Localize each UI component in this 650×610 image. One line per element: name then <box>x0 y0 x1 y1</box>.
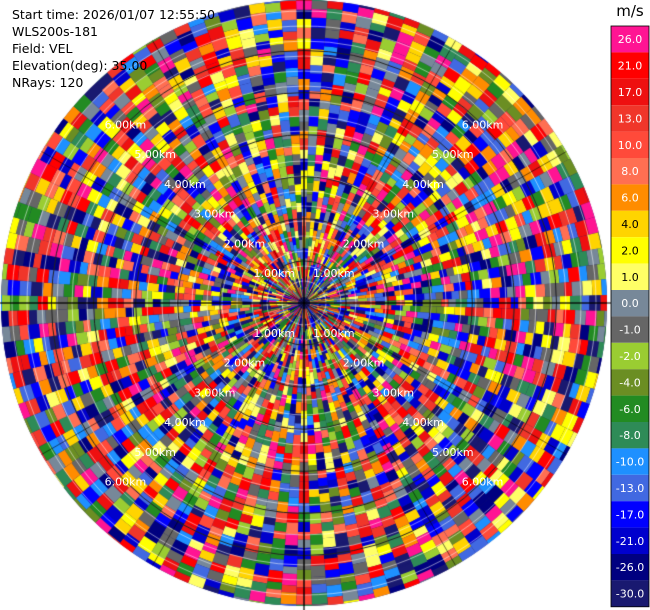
range-ring-label: 2.00km <box>224 237 266 250</box>
colorbar-tick-label: 10.0 <box>618 139 643 152</box>
colorbar-tick-label: 0.0 <box>621 297 639 310</box>
range-ring-label: 5.00km <box>432 446 474 459</box>
range-ring-label: 2.00km <box>343 237 385 250</box>
colorbar-swatch <box>611 237 649 264</box>
colorbar-tick-label: -8.0 <box>619 429 640 442</box>
elevation-label: Elevation(deg): 35.00 <box>12 58 148 73</box>
range-ring-label: 3.00km <box>372 386 414 399</box>
colorbar-swatch <box>611 448 649 475</box>
range-ring-label: 6.00km <box>105 476 147 489</box>
colorbar-tick-label: 26.0 <box>618 33 643 46</box>
nrays-label: NRays: 120 <box>12 75 84 90</box>
instrument-label: WLS200s-181 <box>12 24 98 39</box>
colorbar-tick-label: 4.0 <box>621 218 639 231</box>
colorbar-swatch <box>611 316 649 343</box>
colorbar-tick-label: -6.0 <box>619 403 640 416</box>
start-time-label: Start time: 2026/01/07 12:55:50 <box>12 7 216 22</box>
colorbar-swatch <box>611 158 649 185</box>
colorbar-swatch <box>611 474 649 502</box>
range-ring-label: 5.00km <box>432 148 474 161</box>
range-ring-label: 4.00km <box>402 416 444 429</box>
range-ring-label: 1.00km <box>313 327 355 340</box>
colorbar-tick-label: 2.0 <box>621 244 639 257</box>
range-ring-label: 1.00km <box>313 267 355 280</box>
colorbar-tick-label: -1.0 <box>619 324 640 337</box>
range-ring-label: 2.00km <box>343 357 385 370</box>
colorbar-tick-label: 21.0 <box>618 60 643 73</box>
colorbar-tick-label: 17.0 <box>618 86 643 99</box>
range-ring-label: 1.00km <box>253 267 295 280</box>
colorbar-tick-label: 13.0 <box>618 112 643 125</box>
range-ring-label: 6.00km <box>105 118 147 131</box>
colorbar-unit-label: m/s <box>616 2 644 20</box>
range-ring-label: 4.00km <box>164 416 206 429</box>
range-ring-label: 3.00km <box>372 208 414 221</box>
colorbar-tick-label: -26.0 <box>616 561 644 574</box>
colorbar-tick-label: 6.0 <box>621 192 639 205</box>
colorbar-swatch <box>611 369 649 396</box>
colorbar-swatch <box>611 580 649 607</box>
colorbar-swatch <box>611 395 649 422</box>
colorbar-swatch <box>611 210 649 238</box>
range-ring-label: 1.00km <box>253 327 295 340</box>
range-ring-label: 2.00km <box>224 357 266 370</box>
colorbar-swatch <box>611 26 649 53</box>
colorbar-swatch <box>611 342 649 370</box>
colorbar-swatch <box>611 184 649 211</box>
range-ring-label: 4.00km <box>402 178 444 191</box>
colorbar-swatch <box>611 290 649 317</box>
colorbar-tick-label: -17.0 <box>616 508 644 521</box>
colorbar-tick-label: -2.0 <box>619 350 640 363</box>
colorbar-swatch <box>611 527 649 554</box>
range-ring-label: 5.00km <box>134 148 176 161</box>
colorbar-border <box>610 25 650 608</box>
colorbar-swatch <box>611 422 649 449</box>
range-ring-label: 3.00km <box>194 208 236 221</box>
colorbar-swatch <box>611 78 649 106</box>
range-ring-label: 5.00km <box>134 446 176 459</box>
colorbar-swatch <box>611 501 649 528</box>
colorbar-tick-label: 1.0 <box>621 271 639 284</box>
colorbar-tick-label: 8.0 <box>621 165 639 178</box>
range-ring-label: 4.00km <box>164 178 206 191</box>
range-ring-label: 6.00km <box>462 476 504 489</box>
colorbar-swatch <box>611 131 649 158</box>
colorbar-tick-label: -13.0 <box>616 482 644 495</box>
colorbar-swatch <box>611 554 649 581</box>
colorbar-swatch <box>611 105 649 132</box>
colorbar-tick-label: -30.0 <box>616 588 644 601</box>
colorbar-swatch <box>611 263 649 290</box>
range-ring-label: 3.00km <box>194 386 236 399</box>
colorbar-tick-label: -4.0 <box>619 376 640 389</box>
field-label: Field: VEL <box>12 41 73 56</box>
colorbar-tick-label: -21.0 <box>616 535 644 548</box>
colorbar-swatch <box>611 52 649 79</box>
range-ring-label: 6.00km <box>462 118 504 131</box>
colorbar-tick-label: -10.0 <box>616 456 644 469</box>
